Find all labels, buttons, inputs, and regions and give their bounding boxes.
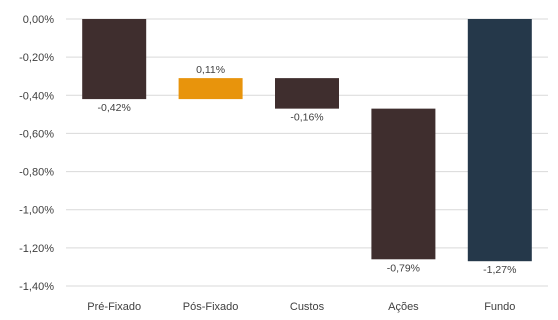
y-tick-label: -0,80% xyxy=(19,167,54,179)
data-label: -0,42% xyxy=(98,102,131,114)
bar-3 xyxy=(275,78,339,109)
x-tick-label: Fundo xyxy=(484,301,515,313)
data-labels: -0,42% 0,11% -0,16% -0,79% -1,27% xyxy=(98,64,517,276)
y-tick-label: -0,60% xyxy=(19,128,54,140)
bar-1 xyxy=(82,19,147,100)
data-label: 0,11% xyxy=(196,64,225,76)
x-tick-label: Custos xyxy=(290,301,325,313)
y-tick-label: 0,00% xyxy=(23,14,54,26)
y-tick-label: -1,00% xyxy=(19,205,54,217)
y-tick-label: -0,20% xyxy=(19,52,54,64)
bar-5 xyxy=(467,19,532,262)
y-tick-label: -1,40% xyxy=(19,281,54,293)
data-label: -0,16% xyxy=(290,112,323,124)
x-tick-label: Pós-Fixado xyxy=(183,301,239,313)
data-label: -0,79% xyxy=(387,262,420,274)
x-axis: Pré-Fixado Pós-Fixado Custos Ações Fundo xyxy=(87,301,515,313)
y-tick-label: -1,20% xyxy=(19,243,54,255)
x-tick-label: Pré-Fixado xyxy=(87,301,141,313)
x-tick-label: Ações xyxy=(388,301,419,313)
data-label: -1,27% xyxy=(483,264,516,276)
bar-2 xyxy=(178,78,243,100)
bar-4 xyxy=(371,108,436,260)
bars xyxy=(82,19,532,262)
y-axis: 0,00% -0,20% -0,40% -0,60% -0,80% -1,00% -1,20… xyxy=(19,14,54,293)
y-tick-label: -0,40% xyxy=(19,90,54,102)
